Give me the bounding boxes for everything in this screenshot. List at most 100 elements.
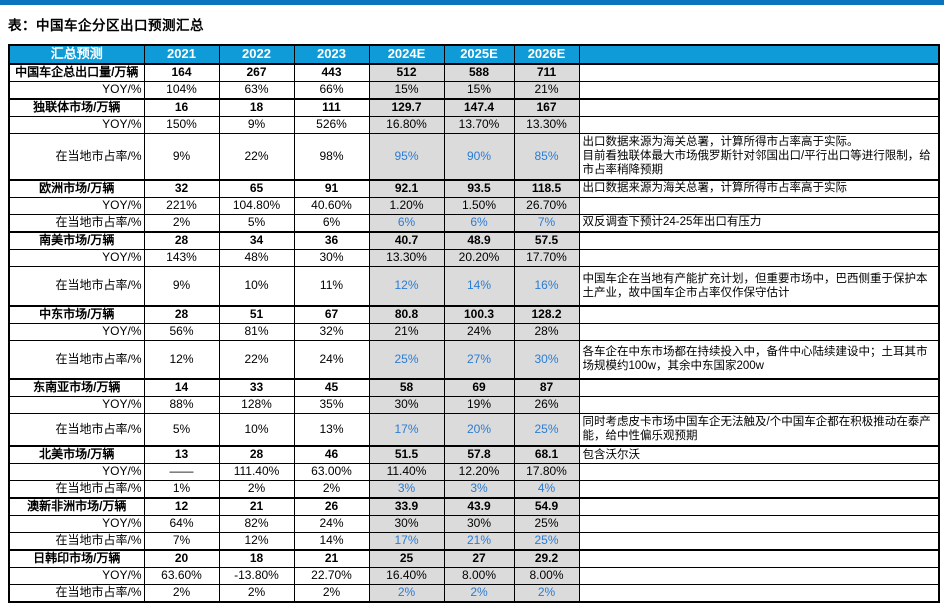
cell-value: 13.30%: [368, 248, 445, 267]
row-note: [578, 395, 940, 414]
cell-value: 51.5: [368, 445, 445, 464]
row-label: 中东市场/万辆: [8, 305, 145, 324]
cell-value: 9%: [143, 265, 220, 307]
cell-value: 22.70%: [293, 567, 370, 585]
table-row: 东南亚市场/万辆 14 33 45 58 69 87: [8, 377, 940, 397]
cell-value: 7%: [143, 532, 220, 551]
cell-value: 63.00%: [293, 463, 370, 481]
cell-value: 12.20%: [443, 463, 515, 481]
cell-value: 48%: [218, 248, 295, 267]
cell-value: 21%: [368, 323, 445, 341]
row-note: [578, 323, 940, 341]
cell-value: 1.20%: [368, 196, 445, 215]
row-label: 在当地市占率/%: [8, 133, 145, 180]
cell-value: 48.9: [443, 230, 515, 250]
cell-value: 88%: [143, 395, 220, 414]
row-note: [578, 196, 940, 215]
row-label: 在当地市占率/%: [8, 213, 145, 232]
row-note: 包含沃尔沃: [578, 445, 940, 464]
cell-value: 10%: [218, 412, 295, 447]
cell-value: 16%: [513, 265, 580, 307]
header-2021: 2021: [143, 44, 220, 65]
cell-value: 28: [143, 305, 220, 324]
cell-value: 24%: [443, 323, 515, 341]
cell-value: 22%: [218, 133, 295, 180]
cell-value: -13.80%: [218, 567, 295, 585]
cell-value: 1.50%: [443, 196, 515, 215]
cell-value: 588: [443, 63, 515, 82]
cell-value: 16.40%: [368, 567, 445, 585]
row-label: 独联体市场/万辆: [8, 98, 145, 117]
cell-value: 111.40%: [218, 463, 295, 481]
table-row: YOY/% 63.60% -13.80% 22.70% 16.40% 8.00% 8.00%: [8, 567, 940, 585]
cell-value: 46: [293, 445, 370, 464]
cell-value: 7%: [513, 213, 580, 232]
cell-value: 12%: [218, 532, 295, 551]
cell-value: 150%: [143, 116, 220, 134]
cell-value: 2%: [143, 213, 220, 232]
row-label: YOY/%: [8, 395, 145, 414]
table-row: YOY/% 104% 63% 66% 15% 15% 21%: [8, 81, 940, 100]
cell-value: 68.1: [513, 445, 580, 464]
cell-value: 24%: [293, 340, 370, 379]
row-label: YOY/%: [8, 81, 145, 100]
cell-value: 104.80%: [218, 196, 295, 215]
cell-value: 17.70%: [513, 248, 580, 267]
table-row: YOY/% —— 111.40% 63.00% 11.40% 12.20% 17.80%: [8, 463, 940, 481]
row-note: [578, 377, 940, 397]
cell-value: 32%: [293, 323, 370, 341]
cell-value: 45: [293, 377, 370, 397]
cell-value: 20: [143, 549, 220, 568]
table-row: 北美市场/万辆 13 28 46 51.5 57.8 68.1 包含沃尔沃: [8, 445, 940, 464]
cell-value: 13: [143, 445, 220, 464]
cell-value: 95%: [368, 133, 445, 180]
cell-value: 267: [218, 63, 295, 82]
cell-value: 21: [293, 549, 370, 568]
cell-value: 28: [143, 230, 220, 250]
cell-value: 15%: [443, 81, 515, 100]
table-row: YOY/% 150% 9% 526% 16.80% 13.70% 13.30%: [8, 116, 940, 134]
table-row: 在当地市占率/% 5% 10% 13% 17% 20% 25% 同时考虑皮卡市场中国车企无法触…: [8, 412, 940, 447]
row-label: 在当地市占率/%: [8, 265, 145, 307]
cell-value: 25: [368, 549, 445, 568]
cell-value: 87: [513, 377, 580, 397]
cell-value: 2%: [293, 584, 370, 603]
cell-value: 128%: [218, 395, 295, 414]
cell-value: 147.4: [443, 98, 515, 117]
row-note: [578, 584, 940, 603]
cell-value: 35%: [293, 395, 370, 414]
header-2026e: 2026E: [513, 44, 580, 65]
cell-value: 30%: [368, 515, 445, 533]
cell-value: 2%: [293, 480, 370, 499]
table-row: 中东市场/万辆 28 51 67 80.8 100.3 128.2: [8, 305, 940, 324]
table-row: 在当地市占率/% 7% 12% 14% 17% 21% 25%: [8, 532, 940, 551]
cell-value: 512: [368, 63, 445, 82]
row-label: YOY/%: [8, 323, 145, 341]
cell-value: 66%: [293, 81, 370, 100]
cell-value: 63.60%: [143, 567, 220, 585]
cell-value: 25%: [513, 515, 580, 533]
cell-value: 9%: [218, 116, 295, 134]
cell-value: 9%: [143, 133, 220, 180]
cell-value: 40.7: [368, 230, 445, 250]
cell-value: 6%: [293, 213, 370, 232]
cell-value: 27%: [443, 340, 515, 379]
cell-value: 27: [443, 549, 515, 568]
cell-value: 16.80%: [368, 116, 445, 134]
row-label: 在当地市占率/%: [8, 412, 145, 447]
cell-value: 2%: [443, 584, 515, 603]
row-label: YOY/%: [8, 248, 145, 267]
cell-value: 30%: [513, 340, 580, 379]
row-label: 东南亚市场/万辆: [8, 377, 145, 397]
header-notes: [578, 44, 940, 65]
row-label: YOY/%: [8, 116, 145, 134]
row-note: [578, 567, 940, 585]
cell-value: 43.9: [443, 497, 515, 516]
cell-value: 57.8: [443, 445, 515, 464]
export-forecast-table: 汇总预测 2021 2022 2023 2024E 2025E 2026E 中国…: [8, 44, 940, 603]
row-note: 各车企在中东市场都在持续投入中，备件中心陆续建设中；土耳其市场规模约100w，其…: [578, 340, 940, 379]
table-row: 南美市场/万辆 28 34 36 40.7 48.9 57.5: [8, 230, 940, 250]
cell-value: 24%: [293, 515, 370, 533]
cell-value: 143%: [143, 248, 220, 267]
cell-value: 98%: [293, 133, 370, 180]
